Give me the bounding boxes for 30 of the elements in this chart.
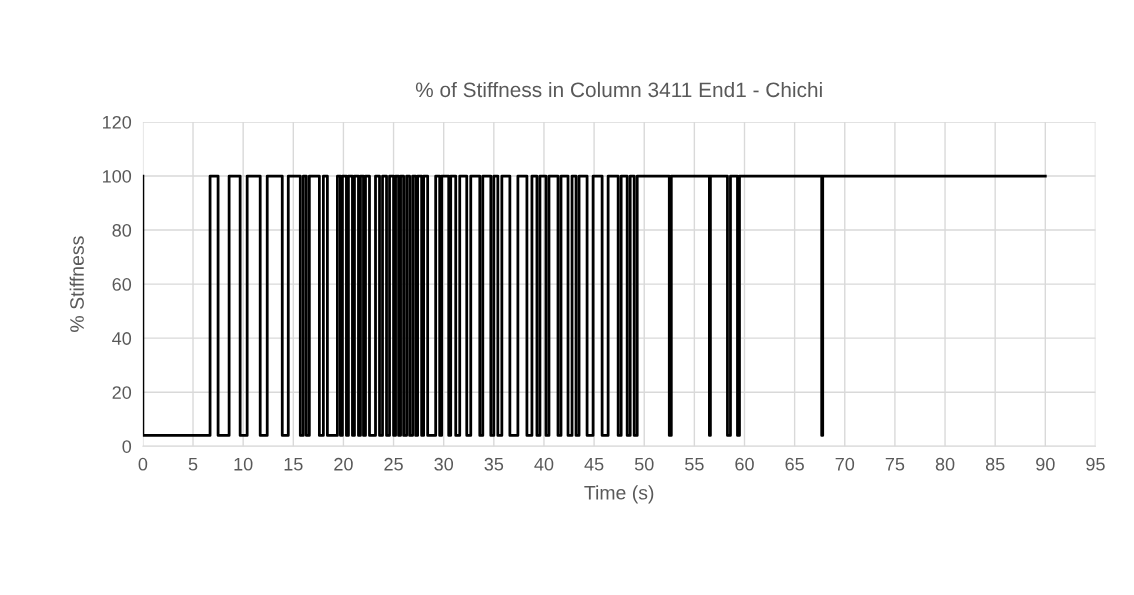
y-tick-label: 20 xyxy=(112,386,132,399)
x-tick-label: 15 xyxy=(284,458,303,471)
y-tick-label: 80 xyxy=(112,224,132,237)
x-tick-label: 60 xyxy=(735,457,754,471)
chart-title: % of Stiffness in Column 3411 End1 - Chichi xyxy=(415,81,822,98)
x-tick-label: 25 xyxy=(384,457,403,471)
x-tick-label: 75 xyxy=(885,458,905,471)
y-tick-label: 60 xyxy=(112,278,132,291)
x-tick-label: 80 xyxy=(935,457,955,471)
x-tick-label: 50 xyxy=(634,457,654,471)
y-axis-title: % Stiffness xyxy=(69,236,84,332)
x-tick-label: 70 xyxy=(835,457,855,471)
x-tick-label: 10 xyxy=(234,457,253,471)
x-tick-label: 35 xyxy=(484,457,504,471)
x-tick-label: 20 xyxy=(334,457,353,471)
y-tick-label: 100 xyxy=(103,169,132,183)
x-tick-label: 85 xyxy=(985,457,1005,471)
x-tick-label: 95 xyxy=(1086,457,1105,471)
x-tick-label: 55 xyxy=(685,458,704,471)
y-tick-label: 0 xyxy=(122,440,132,453)
y-tick-label: 120 xyxy=(103,115,132,129)
x-tick-label: 65 xyxy=(785,457,804,471)
y-tick-label: 40 xyxy=(112,332,132,345)
x-tick-label: 0 xyxy=(138,457,148,471)
x-axis-title: Time (s) xyxy=(584,485,654,504)
x-tick-label: 30 xyxy=(434,457,454,471)
x-tick-label: 40 xyxy=(534,457,554,471)
x-tick-label: 45 xyxy=(584,458,604,471)
x-tick-label: 90 xyxy=(1036,457,1055,471)
x-tick-label: 5 xyxy=(188,458,198,471)
